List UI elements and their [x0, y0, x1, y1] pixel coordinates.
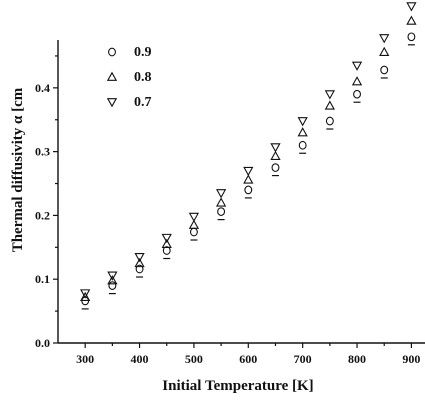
data-point — [351, 76, 363, 86]
x-tick-label: 600 — [239, 352, 257, 366]
legend-label: 0.7 — [134, 95, 152, 110]
y-tick-label: 0.4 — [35, 81, 50, 95]
data-point — [297, 117, 308, 127]
data-point — [215, 189, 227, 199]
data-point — [244, 185, 253, 195]
x-tick-label: 500 — [185, 352, 203, 366]
data-point — [215, 197, 227, 207]
series-0.9 — [81, 32, 416, 310]
y-tick-label: 0.3 — [35, 145, 50, 159]
x-tick-label: 400 — [131, 352, 149, 366]
data-point — [380, 65, 389, 75]
legend-marker — [108, 47, 116, 57]
data-point — [407, 32, 416, 42]
data-point — [134, 257, 145, 268]
y-tick-label: 0.1 — [35, 272, 50, 286]
data-point — [353, 89, 361, 99]
data-point — [188, 219, 200, 229]
data-point — [134, 252, 145, 263]
data-point — [107, 275, 118, 285]
y-axis-title: Thermal diffusivity α [cm — [10, 87, 26, 252]
legend-label: 0.9 — [134, 45, 152, 60]
y-tick-label: 0.0 — [35, 336, 50, 350]
data-point — [325, 116, 334, 126]
data-point — [243, 166, 254, 177]
data-marks — [80, 2, 417, 310]
x-tick-label: 800 — [348, 352, 366, 366]
data-point — [107, 271, 118, 281]
ticks: 300 400 500 600 700 800 900 0.0 0.1 0.2 0.3 0.4 — [35, 55, 420, 366]
x-tick-label: 300 — [76, 352, 94, 366]
legend-marker — [106, 98, 118, 108]
legend-marker — [106, 71, 118, 81]
data-point — [80, 289, 91, 299]
data-point — [271, 163, 280, 172]
x-tick-label: 900 — [402, 352, 420, 366]
data-point — [351, 61, 363, 71]
data-point — [162, 246, 171, 255]
y-tick-label: 0.2 — [35, 208, 50, 222]
data-point — [243, 174, 254, 184]
legend: 0.9 0.8 0.7 — [106, 45, 152, 110]
axes — [57, 40, 425, 344]
legend-label: 0.8 — [134, 70, 152, 85]
data-point — [217, 207, 226, 216]
series-0.8 — [80, 15, 417, 301]
series-0.7 — [80, 2, 417, 299]
data-point — [188, 212, 200, 223]
data-point — [324, 100, 335, 110]
data-point — [406, 15, 417, 25]
data-point — [270, 143, 281, 153]
x-tick-label: 700 — [294, 352, 312, 366]
data-point — [379, 46, 390, 57]
data-point — [298, 140, 307, 150]
x-axis-title: Initial Temperature [K] — [162, 378, 313, 394]
data-point — [406, 2, 417, 12]
data-point — [270, 150, 281, 161]
data-point — [108, 281, 117, 290]
data-point — [161, 238, 172, 249]
data-point — [324, 90, 335, 100]
data-point — [80, 291, 91, 301]
data-point — [189, 227, 198, 237]
data-point — [135, 264, 144, 274]
data-point — [379, 34, 390, 44]
data-point — [161, 233, 172, 244]
data-point — [297, 127, 308, 137]
